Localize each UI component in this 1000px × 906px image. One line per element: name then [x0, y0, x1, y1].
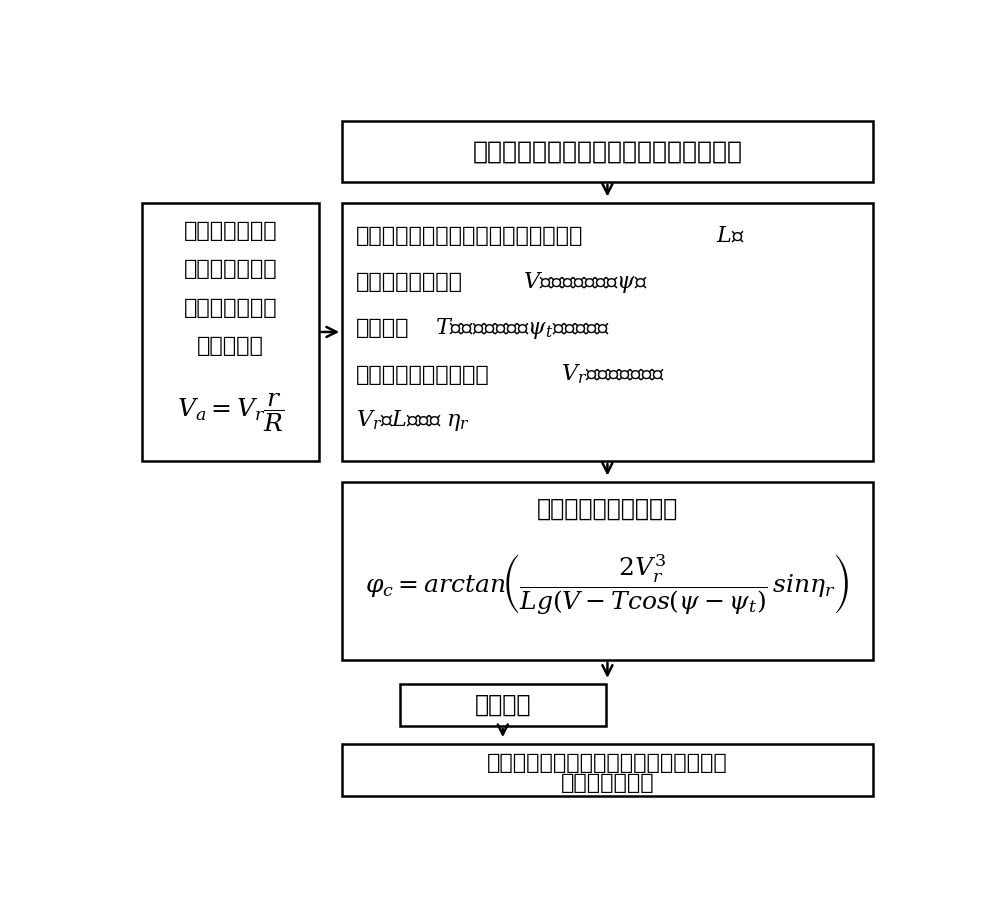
Text: 度与多旋翼机的: 度与多旋翼机的	[184, 297, 277, 317]
Text: $L$、: $L$、	[716, 226, 745, 246]
Text: 解算获得滚转角指令：: 解算获得滚转角指令：	[537, 496, 678, 520]
Text: 获得多旋翼无人机与参考点之间的距离: 获得多旋翼无人机与参考点之间的距离	[356, 226, 583, 246]
Bar	[142, 203, 319, 461]
Bar	[342, 120, 873, 182]
Text: $\varphi_c = arctan\!\left(\dfrac{2V_r^3}{Lg(V - Tcos(\psi - \psi_t)}\,sin\eta_r: $\varphi_c = arctan\!\left(\dfrac{2V_r^3…	[365, 553, 850, 617]
Text: $V$与正北方向夹角$\psi$，: $V$与正北方向夹角$\psi$，	[523, 270, 647, 295]
Bar	[342, 203, 873, 461]
Bar	[342, 482, 873, 660]
Text: 多旋翼无人机速度: 多旋翼无人机速度	[356, 273, 463, 293]
Text: 人机与目标的相对速度: 人机与目标的相对速度	[356, 364, 490, 384]
Text: 根据飞行控制指令，对多旋翼无人机的飞: 根据飞行控制指令，对多旋翼无人机的飞	[487, 754, 728, 774]
Text: 获取运动信息，包括位置信息和速度信息: 获取运动信息，包括位置信息和速度信息	[472, 140, 742, 163]
Text: 函数关系：: 函数关系：	[197, 336, 264, 356]
Text: $V_a = V_r\dfrac{r}{R}$: $V_a = V_r\dfrac{r}{R}$	[177, 390, 284, 434]
Bar	[400, 684, 606, 726]
Text: 目标速度: 目标速度	[356, 319, 409, 339]
Bar	[342, 744, 873, 795]
Text: 设立虚拟目标：: 设立虚拟目标：	[184, 221, 277, 241]
Text: $T$与正北方向夹角$\psi_t$，多旋翼无: $T$与正北方向夹角$\psi_t$，多旋翼无	[435, 316, 610, 341]
Text: $V_r$，以及相对速度: $V_r$，以及相对速度	[561, 362, 666, 386]
Text: $V_r$与$L$的夹角 $\eta_r$: $V_r$与$L$的夹角 $\eta_r$	[356, 408, 470, 433]
Text: 姿态转换: 姿态转换	[475, 693, 531, 718]
Text: 按照虚拟目标速: 按照虚拟目标速	[184, 259, 277, 279]
Text: 行姿态进行控制: 行姿态进行控制	[561, 773, 654, 793]
